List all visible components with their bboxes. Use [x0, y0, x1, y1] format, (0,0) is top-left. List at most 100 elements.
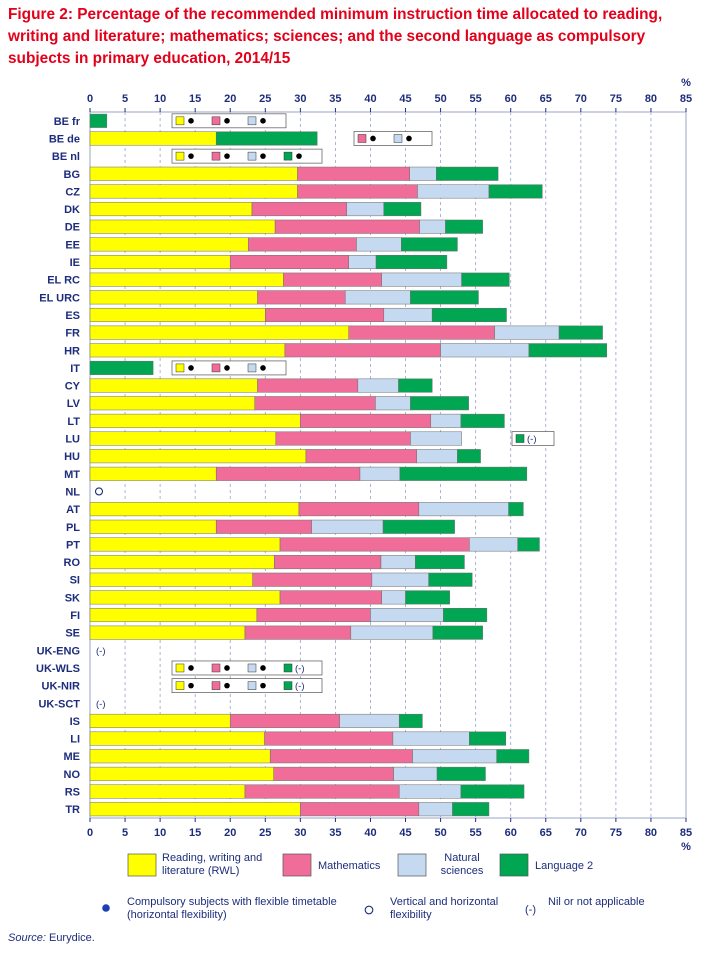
bar-lang-5 — [383, 202, 422, 217]
legend-swatch-rwl — [127, 853, 157, 877]
bar-math-23 — [215, 519, 312, 534]
bar-rwl-12 — [89, 325, 349, 340]
tick-label-top-75: 75 — [610, 93, 622, 105]
annotation-row-nil-30: (-) — [96, 646, 106, 657]
annotation-dot-1-1 — [406, 135, 412, 142]
tick-label-bottom-40: 40 — [364, 827, 376, 839]
bar-sci-9 — [381, 272, 462, 287]
annotation-dot-2-3 — [296, 153, 302, 159]
bar-lang-37 — [436, 766, 486, 781]
tick-label-bottom-85: 85 — [680, 827, 692, 839]
bar-math-7 — [248, 237, 357, 252]
annotation-nil-18-0: (-) — [527, 434, 537, 445]
category-label-9: EL RC — [47, 275, 80, 287]
annotation-swatch-2-0 — [175, 151, 185, 161]
annotation-dot-2-2 — [260, 153, 266, 159]
legend-swatch-lang — [499, 853, 529, 877]
plot-frame — [89, 111, 687, 819]
tick-label-bottom-60: 60 — [505, 827, 517, 839]
bar-math-24 — [279, 537, 470, 552]
bar-sci-28 — [370, 608, 444, 623]
bar-math-38 — [244, 784, 400, 799]
annotation-swatch-14-1 — [211, 363, 221, 373]
bar-rwl-27 — [89, 590, 281, 605]
bar-rwl-6 — [89, 219, 276, 234]
bar-math-37 — [273, 766, 394, 781]
annotation-swatch-1-0 — [357, 134, 367, 143]
chart-title: Figure 2: Percentage of the recommended … — [8, 6, 663, 67]
tick-label-bottom-15: 15 — [189, 827, 201, 839]
bar-lang-1 — [215, 131, 318, 146]
tick-label-top-65: 65 — [540, 93, 552, 105]
tick-label-top-85: 85 — [680, 93, 692, 105]
annotation-dot-0-2 — [260, 118, 266, 124]
tick-label-bottom-25: 25 — [259, 827, 271, 839]
category-label-12: FR — [65, 328, 80, 340]
category-label-14: IT — [70, 363, 80, 375]
tick-label-bottom-5: 5 — [122, 827, 128, 839]
bar-sci-25 — [380, 555, 416, 570]
tick-label-bottom-75: 75 — [610, 827, 622, 839]
category-label-35: LI — [70, 734, 80, 746]
bar-math-29 — [244, 625, 352, 640]
annotation-dot-32-2 — [260, 682, 266, 689]
bar-sci-16 — [375, 396, 411, 411]
bar-rwl-29 — [89, 625, 246, 640]
bar-math-9 — [283, 272, 382, 287]
bar-rwl-3 — [89, 166, 298, 181]
tick-label-top-15: 15 — [189, 93, 201, 105]
annotation-swatch-31-3 — [283, 663, 293, 673]
category-label-29: SE — [65, 628, 80, 640]
bar-math-5 — [251, 202, 347, 217]
axes: 0055101015152020252530303535404045455050… — [87, 77, 692, 853]
bar-lang-13 — [528, 343, 608, 358]
legend-swatch-sci — [397, 853, 427, 877]
bar-lang-35 — [469, 731, 507, 746]
annotation-dot-14-1 — [224, 365, 230, 371]
bar-math-19 — [305, 449, 417, 464]
bar-lang-14 — [89, 360, 154, 375]
category-label-28: FI — [70, 610, 80, 622]
bar-rwl-34 — [89, 713, 231, 728]
bar-lang-4 — [488, 184, 543, 199]
tick-label-top-35: 35 — [329, 93, 341, 105]
category-label-17: LT — [67, 416, 80, 428]
unit-label-bottom: % — [681, 841, 691, 853]
annotation-swatch-2-1 — [211, 151, 221, 161]
category-label-30: UK-ENG — [37, 645, 80, 657]
bar-rwl-1 — [89, 131, 217, 146]
category-label-10: EL URC — [39, 292, 80, 304]
annotation-dot-31-2 — [260, 665, 266, 671]
bar-sci-8 — [348, 255, 377, 270]
tick-label-bottom-35: 35 — [329, 827, 341, 839]
legend-label-flex-h: Compulsory subjects with flexible timeta… — [127, 896, 337, 921]
bar-sci-26 — [371, 572, 429, 587]
bar-rwl-8 — [89, 255, 231, 270]
bar-math-12 — [348, 325, 495, 340]
tick-label-bottom-70: 70 — [575, 827, 587, 839]
bar-sci-35 — [392, 731, 470, 746]
bar-sci-38 — [398, 784, 462, 799]
annotation-dot-1-0 — [370, 135, 376, 142]
bar-sci-37 — [393, 766, 438, 781]
bar-rwl-5 — [89, 202, 253, 217]
bar-sci-6 — [419, 219, 446, 234]
tick-label-bottom-10: 10 — [154, 827, 166, 839]
bar-rwl-28 — [89, 608, 258, 623]
category-label-33: UK-SCT — [38, 698, 80, 710]
bar-lang-26 — [428, 572, 473, 587]
category-labels: BE fr BE de BE nl BG CZ DK DE EE IE EL RC EL URC ES… — [36, 116, 81, 816]
legend-label-rwl: Reading, writing and literature (RWL) — [162, 852, 263, 877]
tick-label-top-20: 20 — [224, 93, 236, 105]
annotation-swatch-0-0 — [175, 116, 185, 126]
bar-rwl-9 — [89, 272, 284, 287]
annotation-swatch-32-3 — [283, 681, 293, 690]
grid-lines — [89, 111, 687, 819]
category-label-22: AT — [66, 504, 80, 516]
category-label-2: BE nl — [52, 151, 80, 163]
category-label-39: TR — [65, 804, 80, 816]
bar-lang-11 — [431, 307, 507, 322]
tick-label-top-55: 55 — [470, 93, 482, 105]
bar-math-8 — [229, 255, 349, 270]
bar-lang-25 — [415, 555, 465, 570]
